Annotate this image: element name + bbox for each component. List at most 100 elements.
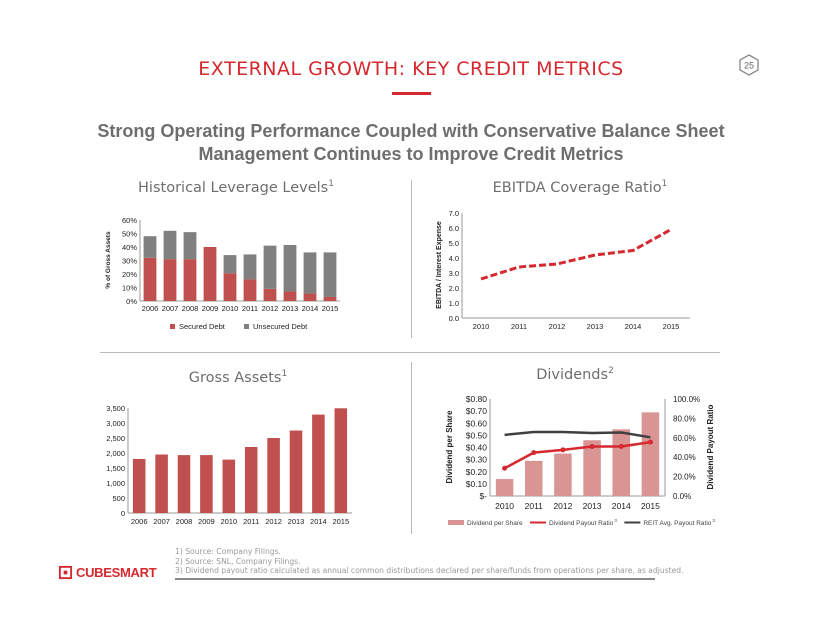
- bar-dividend-2013: [583, 440, 601, 496]
- footnote-1: 1) Source: Company Filings.: [175, 547, 281, 556]
- vertical-divider: [411, 362, 412, 534]
- x-tick-label: 2010: [222, 304, 239, 313]
- y-tick-label: 6.0: [449, 224, 459, 233]
- title-text: EBITDA Coverage Ratio: [492, 179, 662, 196]
- x-tick-label: 2008: [182, 304, 199, 313]
- footer-rule: [175, 578, 655, 580]
- footnote-ref: 2: [608, 366, 614, 376]
- y-tick-label: 500: [112, 494, 125, 503]
- legend-label: Secured Debt: [179, 322, 226, 331]
- page-number: 25: [744, 61, 754, 71]
- y-tick-label: $0.40: [466, 443, 488, 453]
- bar-unsecured-2012: [263, 245, 277, 289]
- legend-label-text: REIT Avg. Payout Ratio: [643, 520, 711, 527]
- x-tick-label: 2006: [131, 517, 148, 526]
- x-tick-label: 2010: [495, 501, 514, 511]
- y-tick-label: 60%: [122, 216, 137, 225]
- y-tick-label: $0.10: [466, 479, 488, 489]
- bar-2013: [289, 430, 303, 513]
- reit-avg-line: [504, 430, 651, 439]
- bar-unsecured-2011: [243, 254, 257, 280]
- gross-assets-title: Gross Assets1: [88, 369, 388, 386]
- payout-point-2011: [531, 450, 537, 456]
- legend-label-text: Dividend per Share: [467, 520, 523, 527]
- horizontal-divider: [100, 352, 720, 353]
- footnote-ref: 1: [328, 179, 334, 189]
- title-text: Historical Leverage Levels: [138, 179, 329, 196]
- y-tick-label: 3.0: [449, 269, 459, 278]
- y-tick-label: 0: [121, 509, 125, 518]
- bar-unsecured-2006: [143, 236, 157, 258]
- bar-secured-2008: [183, 259, 197, 301]
- y-tick-label: 2,000: [106, 449, 125, 458]
- bar-dividend-2012: [554, 453, 572, 496]
- x-tick-label: 2012: [262, 304, 279, 313]
- y-axis-label: % of Gross Assets: [105, 231, 112, 289]
- bar-secured-2011: [243, 279, 257, 301]
- y-tick-label: 5.0: [449, 239, 459, 248]
- dividends-title: Dividends2: [425, 366, 725, 383]
- x-tick-label: 2013: [587, 322, 604, 331]
- payout-point-2014: [618, 444, 624, 450]
- x-tick-label: 2015: [332, 517, 349, 526]
- y2-tick-label: 20.0%: [673, 473, 696, 482]
- payout-ratio-line: [503, 440, 651, 470]
- x-tick-label: 2012: [265, 517, 282, 526]
- bar-secured-2006: [143, 257, 157, 301]
- footnote-ref: 1: [281, 369, 288, 379]
- y-tick-label: $0.30: [466, 455, 488, 465]
- y-tick-label: 50%: [122, 230, 137, 239]
- y-axis-label: Dividend Payout Ratio: [706, 404, 715, 489]
- x-tick-label: 2014: [612, 501, 631, 511]
- x-tick-label: 2011: [525, 501, 544, 511]
- legend-label: Dividend Payout Ratio3: [549, 518, 617, 527]
- x-tick-label: 2009: [198, 517, 215, 526]
- bar-unsecured-2013: [283, 244, 297, 292]
- y-tick-label: 0%: [126, 297, 137, 306]
- bar-secured-2007: [163, 259, 177, 301]
- x-tick-label: 2014: [625, 322, 642, 331]
- footnote-3: 3) Dividend payout ratio calculated as a…: [175, 566, 684, 576]
- cube-logo-icon: [58, 565, 73, 580]
- x-tick-label: 2007: [162, 304, 179, 313]
- footnote-ref: 1: [661, 179, 668, 189]
- x-tick-label: 2011: [243, 517, 259, 526]
- leverage-title: Historical Leverage Levels1: [86, 179, 386, 196]
- y-tick-label: 10%: [122, 284, 137, 293]
- bar-2008: [177, 455, 191, 513]
- bar-2010: [222, 459, 236, 513]
- x-tick-label: 2015: [641, 501, 660, 511]
- x-tick-label: 2011: [511, 322, 527, 331]
- y-tick-label: $0.80: [466, 394, 488, 404]
- footnote-2: 2) Source: SNL, Company Filings.: [175, 556, 301, 566]
- y-tick-label: $0.20: [466, 467, 488, 477]
- y-axis-label: Dividend per Share: [445, 410, 454, 483]
- page-number-badge: 25: [739, 54, 759, 76]
- subtitle-line-2: Management Continues to Improve Credit M…: [198, 144, 624, 164]
- footnotes: 1) Source: Company Filings. 2) Source: S…: [175, 547, 684, 576]
- legend-label: Dividend per Share: [467, 520, 523, 527]
- x-tick-label: 2006: [142, 304, 159, 313]
- legend-footnote: 3: [712, 518, 715, 523]
- bar-dividend-2015: [641, 412, 660, 496]
- y2-tick-label: 0.0%: [673, 492, 691, 501]
- bar-secured-2009: [203, 247, 217, 301]
- x-tick-label: 2013: [583, 501, 602, 511]
- x-tick-label: 2013: [282, 304, 299, 313]
- x-tick-label: 2010: [473, 322, 490, 331]
- y2-tick-label: 40.0%: [673, 453, 696, 462]
- y2-tick-label: 60.0%: [673, 434, 696, 443]
- y2-tick-label: 80.0%: [673, 414, 696, 423]
- legend-label: REIT Avg. Payout Ratio3: [643, 518, 715, 527]
- x-tick-label: 2010: [220, 517, 237, 526]
- bar-unsecured-2007: [163, 230, 177, 260]
- bar-secured-2014: [303, 293, 317, 301]
- bar-dividend-2010: [495, 479, 514, 496]
- legend-swatch: [170, 324, 175, 329]
- bar-2015: [334, 408, 348, 513]
- y-tick-label: $-: [479, 491, 487, 501]
- legend-label: Unsecured Debt: [253, 322, 308, 331]
- x-tick-label: 2015: [663, 322, 680, 331]
- y-tick-label: 1,000: [106, 479, 125, 488]
- y-tick-label: 3,500: [106, 404, 125, 413]
